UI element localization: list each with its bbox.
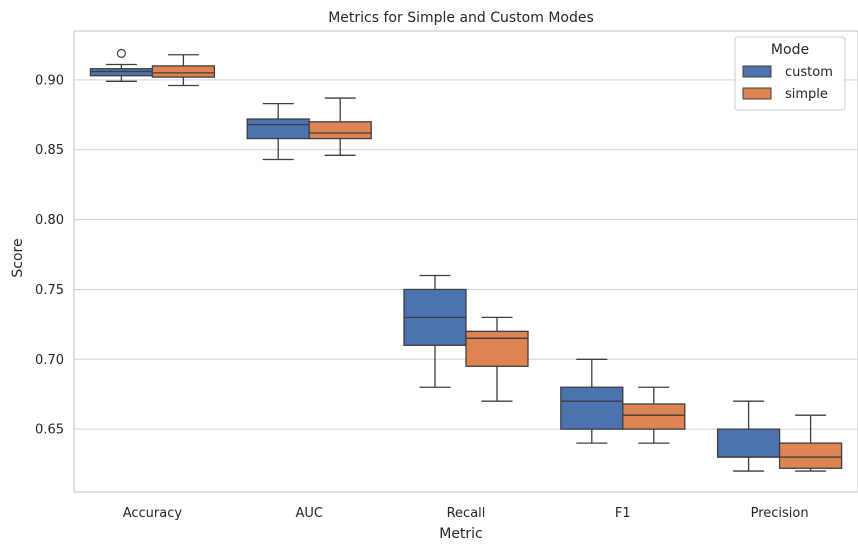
box-layer — [89, 48, 843, 472]
legend: Mode custom simple — [734, 36, 846, 111]
tick-label-layer: 0.65 0.70 0.75 0.80 0.85 0.90 Accuracy AUC Recal… — [35, 73, 809, 521]
legend-title: Mode — [771, 42, 809, 58]
box-custom-f1 — [560, 358, 624, 444]
y-tick-label: 0.90 — [35, 73, 64, 88]
plot-area-border — [73, 30, 858, 493]
y-tick-label: 0.85 — [35, 143, 64, 158]
legend-label-simple: simple — [785, 87, 828, 102]
legend-swatch-simple — [742, 87, 772, 100]
legend-label-custom: custom — [785, 65, 833, 80]
outlier-point — [116, 48, 127, 58]
x-tick-label: Accuracy — [123, 506, 183, 521]
y-tick-label: 0.80 — [35, 213, 64, 228]
y-axis-label: Score — [10, 238, 26, 277]
y-tick-label: 0.70 — [35, 353, 64, 368]
plot-frame — [73, 30, 858, 493]
iqr-box — [89, 68, 154, 77]
box-simple-f1 — [622, 386, 686, 444]
iqr-box — [308, 121, 372, 140]
chart-title: Metrics for Simple and Custom Modes — [328, 10, 594, 26]
x-tick-label: AUC — [295, 506, 323, 521]
iqr-box — [151, 65, 216, 78]
x-tick-label: Recall — [447, 506, 486, 521]
iqr-box — [778, 442, 843, 469]
iqr-box — [622, 403, 686, 430]
iqr-box — [560, 386, 624, 430]
box-simple-auc — [308, 97, 372, 156]
y-tick-label: 0.65 — [35, 423, 64, 438]
iqr-box — [246, 118, 310, 140]
box-simple-recall — [465, 316, 529, 402]
box-simple-precision — [778, 414, 843, 472]
box-simple-accuracy — [151, 54, 216, 87]
x-tick-label: Precision — [751, 506, 809, 521]
y-tick-label: 0.75 — [35, 283, 64, 298]
box-custom-recall — [403, 274, 467, 388]
x-axis-label: Metric — [439, 526, 483, 542]
iqr-box — [465, 330, 529, 367]
iqr-box — [716, 428, 781, 458]
legend-swatch-custom — [742, 65, 772, 78]
x-tick-label: F1 — [615, 506, 631, 521]
